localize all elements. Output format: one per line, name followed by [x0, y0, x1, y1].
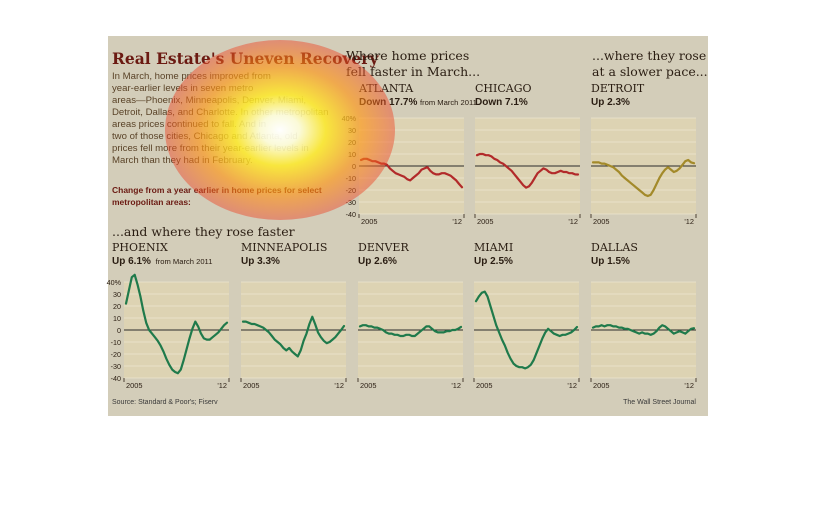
intro-line: prices fell more from their year-earlier… [112, 143, 309, 154]
y-tick-label: -20 [346, 186, 356, 195]
x-tick-label: 2005 [593, 381, 609, 390]
intro-line: year-earlier levels in seven metro [112, 83, 253, 94]
y-tick-label: 20 [113, 302, 121, 311]
change-label: Up 3.3% [241, 256, 280, 267]
kicker-line: Where home prices [346, 48, 469, 63]
kicker-line: fell faster in March... [346, 64, 480, 79]
y-tick-label: -30 [111, 362, 121, 371]
change-label: Up 1.5% [591, 256, 630, 267]
chart-miami: MIAMI Up 2.5% 2005 '12 [473, 241, 580, 390]
kicker-fell: Where home prices fell faster in March..… [346, 48, 480, 79]
x-tick-label: 2005 [476, 381, 492, 390]
chart-detroit: DETROIT Up 2.3% 2005 '12 [590, 82, 697, 226]
x-tick-label: 2005 [477, 217, 493, 226]
x-tick-label: 2005 [126, 381, 142, 390]
y-tick-label: -10 [111, 338, 121, 347]
subhead-line: Change from a year earlier in home price… [112, 185, 322, 195]
change-label: Up 2.3% [591, 97, 630, 108]
y-tick-label: 30 [113, 290, 121, 299]
kicker-line: at a slower pace... [592, 64, 708, 79]
kicker-slower: ...where they rose at a slower pace... [592, 48, 708, 79]
x-tick-label: '12 [684, 381, 694, 390]
y-tick-label: 20 [348, 138, 356, 147]
intro-line: March than they had in February. [112, 155, 253, 166]
chart-dallas: DALLAS Up 1.5% 2005 '12 [590, 241, 697, 390]
city-label: DETROIT [591, 82, 645, 95]
source-note: Source: Standard & Poor's; Fiserv [112, 399, 218, 406]
change-label: Down 17.7% [359, 97, 417, 108]
kicker-faster: ...and where they rose faster [112, 224, 295, 239]
x-tick-label: '12 [567, 381, 577, 390]
y-tick-label: 40% [107, 278, 122, 287]
y-tick-label: 10 [348, 150, 356, 159]
y-tick-label: -40 [346, 210, 356, 219]
chart-denver: DENVER Up 2.6% 2005 '12 [357, 241, 464, 390]
series-line [124, 273, 229, 375]
x-tick-label: 2005 [360, 381, 376, 390]
change-label: Up 6.1% [112, 256, 151, 267]
city-label: MINNEAPOLIS [241, 241, 327, 254]
chart-atlanta: ATLANTA Down 17.7% from March 2011 40% 30 20 1… [342, 82, 477, 226]
x-tick-label: '12 [568, 217, 578, 226]
y-tick-label: 0 [117, 326, 121, 335]
y-tick-label: -40 [111, 374, 121, 383]
chart-phoenix: PHOENIX Up 6.1% from March 2011 40% 30 20 10 0 -… [107, 241, 230, 390]
city-label: CHICAGO [475, 82, 532, 95]
series-line [591, 324, 696, 336]
intro-line: Detroit, Dallas, and Charlotte. In other… [112, 107, 329, 118]
y-tick-label: 0 [352, 162, 356, 171]
y-tick-label: -10 [346, 174, 356, 183]
x-tick-label: 2005 [593, 217, 609, 226]
y-tick-label: 30 [348, 126, 356, 135]
x-tick-label: 2005 [361, 217, 377, 226]
change-note: from March 2011 [420, 98, 477, 107]
chart-chicago: CHICAGO Down 7.1% 2005 '12 [474, 82, 581, 226]
city-label: ATLANTA [358, 82, 414, 95]
y-tick-label: 40% [342, 114, 357, 123]
x-tick-label: '12 [451, 381, 461, 390]
kicker-line: ...where they rose [592, 48, 706, 63]
series-line [591, 158, 696, 198]
change-label: Down 7.1% [475, 97, 528, 108]
change-note: from March 2011 [156, 257, 213, 266]
series-line [358, 324, 463, 338]
credit-note: The Wall Street Journal [623, 399, 696, 406]
series-line [475, 152, 580, 189]
chart-minneapolis: MINNEAPOLIS Up 3.3% 2005 '12 [240, 241, 347, 390]
city-label: PHOENIX [112, 241, 168, 254]
intro-line: In March, home prices improved from [112, 71, 271, 82]
intro-line: areas prices continued to fall. And in [112, 119, 266, 130]
y-tick-label: 10 [113, 314, 121, 323]
change-label: Up 2.6% [358, 256, 397, 267]
subhead-line: metropolitan areas: [112, 197, 191, 207]
x-tick-label: '12 [452, 217, 462, 226]
x-tick-label: '12 [684, 217, 694, 226]
y-tick-label: -30 [346, 198, 356, 207]
city-label: DENVER [358, 241, 409, 254]
series-line [474, 290, 579, 370]
main-title: Real Estate's Uneven Recovery [112, 49, 379, 68]
x-tick-label: 2005 [243, 381, 259, 390]
city-label: DALLAS [591, 241, 638, 254]
series-line [241, 315, 346, 358]
city-label: MIAMI [474, 241, 513, 254]
x-tick-label: '12 [217, 381, 227, 390]
change-label: Up 2.5% [474, 256, 513, 267]
intro-line: areas—Phoenix, Minneapolis, Denver, Miam… [112, 95, 306, 106]
x-tick-label: '12 [334, 381, 344, 390]
intro-line: two of those cities, Chicago and Atlanta… [112, 131, 298, 142]
y-tick-label: -20 [111, 350, 121, 359]
